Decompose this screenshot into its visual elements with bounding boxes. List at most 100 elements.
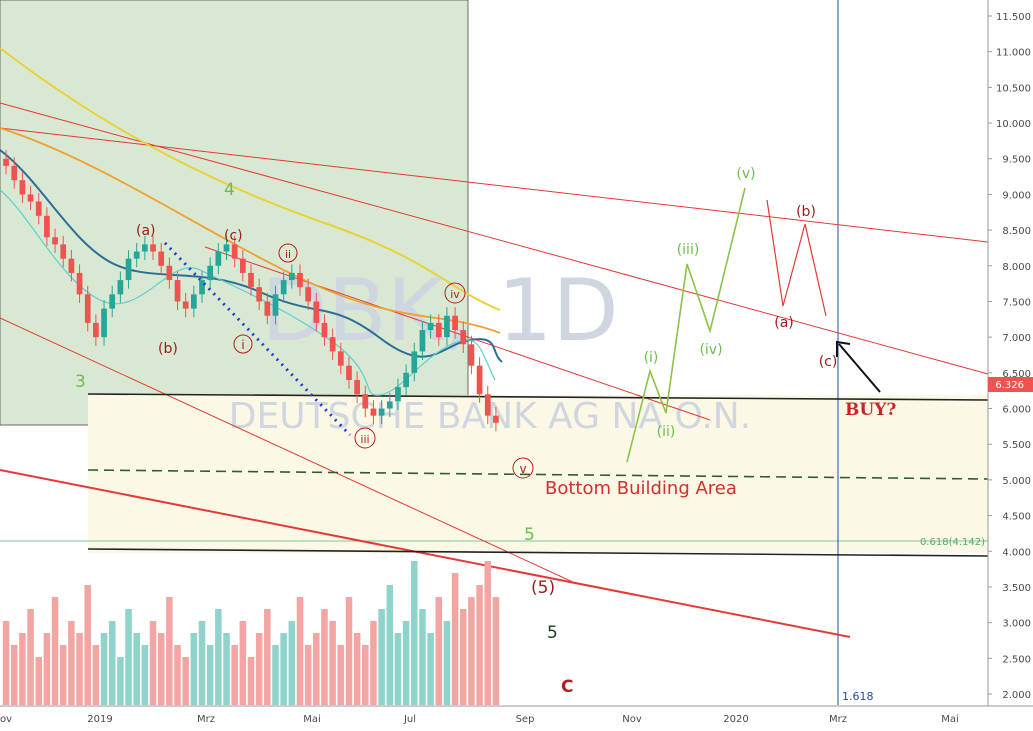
volume-bar — [353, 633, 361, 705]
volume-bar — [386, 585, 394, 705]
candle-body — [133, 251, 140, 259]
candle-body — [476, 365, 483, 395]
candle-body — [484, 394, 491, 416]
volume-bar — [215, 609, 222, 705]
wave-label-r-b: (b) — [796, 204, 816, 220]
volume-bar — [337, 645, 345, 705]
candle-body — [288, 272, 295, 281]
y-tick-label: 7.000 — [1002, 333, 1031, 344]
volume-bar — [149, 621, 157, 705]
candle-body — [158, 251, 165, 266]
candle-body — [248, 272, 254, 288]
candle-body — [370, 408, 377, 416]
projected-wave-green — [626, 187, 746, 463]
wave-label-iii: iii — [354, 427, 376, 449]
svg-text:iv: iv — [450, 288, 460, 301]
candle-body — [174, 280, 181, 302]
candle-body — [109, 294, 116, 309]
volume-bar — [76, 633, 83, 705]
y-tick-label: 9.000 — [1002, 190, 1031, 201]
wave-label-g-iv: (iv) — [699, 342, 722, 358]
wave-label-g-v: (v) — [736, 166, 755, 182]
candle-body — [297, 272, 303, 288]
volume-bar — [166, 597, 173, 705]
candle-body — [493, 415, 499, 423]
volume-bar — [206, 645, 214, 705]
candle-body — [60, 244, 67, 259]
wave-label-dark-5: 5 — [547, 623, 558, 643]
y-axis[interactable]: 11.500 11.000 10.500 10.000 9.500 9.000 8.500 8… — [988, 12, 1031, 701]
volume-bar — [435, 597, 443, 705]
volume-bar — [84, 585, 91, 705]
candle-body — [101, 308, 107, 338]
volume-bar — [427, 633, 434, 705]
y-tick-label: 10.000 — [996, 119, 1031, 130]
volume-bar — [451, 573, 459, 705]
candle-body — [354, 379, 360, 395]
volume-bar — [476, 585, 483, 705]
candle-body — [321, 322, 328, 338]
y-tick-label: 3.000 — [1002, 619, 1031, 630]
wave-label-big-5: (5) — [531, 578, 555, 598]
x-tick-label: Sep — [516, 714, 535, 725]
candle-body — [239, 258, 246, 273]
wave-label-4: 4 — [224, 180, 235, 200]
volume-bar — [190, 633, 198, 705]
wave-label-i: i — [233, 334, 253, 354]
wave-label-g-iii: (iii) — [677, 242, 700, 258]
volume-bar — [247, 657, 255, 705]
y-tick-label: 4.500 — [1002, 512, 1031, 523]
wave-label-g-ii: (ii) — [657, 424, 676, 440]
candle-body — [3, 158, 9, 166]
volume-bar — [92, 645, 100, 705]
last-price-tag — [988, 377, 1033, 392]
volume-bar — [198, 621, 206, 705]
wave-label-5: 5 — [524, 525, 535, 545]
buy-arrow — [838, 343, 881, 393]
wave-label-ii: ii — [278, 243, 298, 263]
volume-bar — [296, 597, 304, 705]
candle-body — [223, 244, 230, 252]
volume-bar — [304, 645, 312, 705]
volume-bar — [484, 561, 492, 705]
candle-body — [190, 294, 197, 309]
x-tick-label: 2019 — [87, 714, 112, 725]
projected-wave-red — [766, 199, 827, 317]
y-tick-label: 8.500 — [1002, 226, 1031, 237]
volume-group — [2, 561, 500, 705]
candle-body — [444, 315, 450, 338]
candle-body — [199, 280, 205, 295]
candle-body — [378, 408, 385, 416]
volume-bar — [133, 633, 140, 705]
candle-body — [427, 322, 434, 331]
wave-label-c: (c) — [224, 228, 243, 244]
volume-bar — [157, 633, 165, 705]
volume-bar — [443, 621, 451, 705]
y-tick-label: 8.000 — [1002, 262, 1031, 273]
sma-short — [0, 189, 496, 396]
volume-bar — [68, 621, 75, 705]
wave-label-g-i: (i) — [644, 350, 659, 366]
candle-body — [52, 237, 58, 245]
volume-bar — [141, 645, 149, 705]
x-tick-label: Mai — [303, 714, 321, 725]
candle-body — [19, 180, 26, 195]
volume-bar — [394, 633, 402, 705]
volume-bar — [313, 633, 320, 705]
x-axis[interactable]: ov 2019 Mrz Mai Jul Sep Nov 2020 Mrz Mai — [0, 714, 959, 725]
volume-bar — [117, 657, 124, 705]
volume-bar — [419, 609, 426, 705]
y-tick-label: 9.500 — [1002, 155, 1031, 166]
candle-body — [182, 301, 189, 309]
y-tick-label: 2.000 — [1002, 690, 1031, 701]
candle-body — [337, 351, 344, 366]
volume-bar — [100, 633, 108, 705]
candle-body — [27, 194, 34, 202]
candle-body — [142, 244, 148, 252]
volume-bar — [19, 633, 26, 705]
wave-label-v: v — [512, 457, 534, 479]
candle-body — [411, 351, 418, 373]
candles-group — [3, 150, 499, 432]
